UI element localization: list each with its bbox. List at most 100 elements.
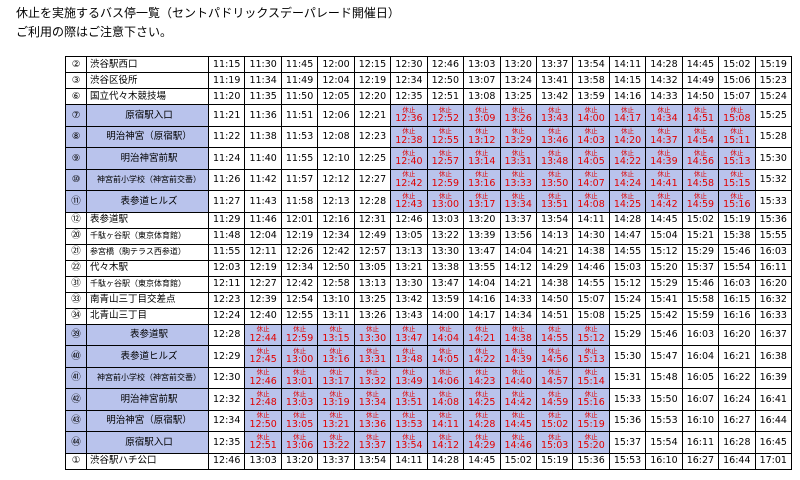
- time: 14:08: [431, 397, 460, 409]
- suspended-time-cell: 休止 15:08: [718, 104, 756, 127]
- time-cell: 14:28: [608, 211, 647, 229]
- suspended-label: 休止: [256, 325, 270, 334]
- time: 13:26: [504, 113, 532, 125]
- suspended-label: 休止: [511, 346, 525, 355]
- time: 14:46: [504, 440, 532, 452]
- suspended-time-cell: 休止 13:33: [499, 168, 537, 191]
- suspended-label: 休止: [730, 148, 744, 157]
- suspended-label: 休止: [256, 389, 270, 398]
- time-cell: 15:37: [681, 259, 720, 277]
- time-cell: 15:03: [608, 259, 647, 277]
- suspended-label: 休止: [475, 325, 489, 334]
- suspended-label: 休止: [438, 411, 452, 420]
- suspended-time-cell: 休止 13:00: [426, 190, 465, 213]
- time-cell: 11:35: [244, 88, 282, 105]
- suspended-time-cell: 休止 14:17: [608, 104, 647, 127]
- suspended-label: 休止: [256, 368, 270, 377]
- time: 15:15: [723, 177, 751, 189]
- suspended-time-cell: 休止 15:14: [572, 366, 610, 389]
- suspended-label: 休止: [438, 325, 452, 334]
- time: 13:48: [395, 354, 423, 366]
- suspended-label: 休止: [693, 105, 707, 114]
- suspended-label: 休止: [548, 389, 562, 398]
- suspended-label: 休止: [402, 105, 416, 114]
- time-cell: 15:38: [718, 227, 756, 245]
- time-cell: 12:57: [353, 243, 392, 261]
- time-cell: 15:04: [645, 227, 683, 245]
- suspended-time-cell: 休止 14:41: [645, 168, 683, 191]
- time: 13:48: [540, 156, 569, 168]
- suspended-time-cell: 休止 13:01: [280, 366, 319, 389]
- time: 13:15: [322, 332, 350, 344]
- time: 14:06: [431, 375, 460, 387]
- suspended-time-cell: 休止 14:55: [535, 323, 574, 346]
- time: 14:37: [650, 134, 678, 146]
- suspended-label: 休止: [621, 148, 635, 157]
- stop-name: 表参道駅: [86, 211, 209, 229]
- time-cell: 16:07: [681, 388, 720, 411]
- suspended-label: 休止: [584, 411, 598, 420]
- time-cell: 15:02: [681, 211, 720, 229]
- stop-number: ㉝: [65, 291, 87, 309]
- time-cell: 13:20: [463, 211, 501, 229]
- suspended-label: 休止: [511, 411, 525, 420]
- stop-number: ⑩: [65, 168, 87, 191]
- time-cell: 15:46: [645, 323, 683, 346]
- time: 14:29: [468, 440, 496, 452]
- suspended-time-cell: 休止 13:19: [317, 388, 355, 411]
- suspended-time-cell: 休止 15:20: [572, 431, 610, 454]
- time-cell: 13:08: [463, 88, 501, 105]
- suspended-label: 休止: [438, 368, 452, 377]
- time: 14:17: [613, 113, 642, 125]
- suspended-label: 休止: [584, 105, 598, 114]
- time-cell: 14:11: [572, 211, 610, 229]
- suspended-label: 休止: [475, 368, 489, 377]
- time-cell: 12:34: [317, 227, 355, 245]
- time-cell: 16:44: [718, 452, 756, 470]
- time: 14:51: [686, 113, 715, 125]
- time: 13:19: [322, 397, 350, 409]
- suspended-time-cell: 休止 14:06: [426, 366, 465, 389]
- suspended-time-cell: 休止 14:38: [499, 323, 537, 346]
- time-cell: 13:37: [499, 211, 537, 229]
- time-cell: 14:15: [608, 72, 647, 89]
- time: 14:12: [431, 440, 460, 452]
- time-cell: 13:03: [244, 452, 282, 470]
- suspended-time-cell: 休止 12:45: [244, 345, 282, 368]
- stop-name: 千駄ヶ谷駅（東京体育館）: [86, 227, 209, 245]
- stop-number: ⑪: [65, 190, 87, 213]
- time-cell: 13:37: [317, 452, 355, 470]
- time-cell: 12:20: [353, 88, 392, 105]
- time: 14:42: [650, 199, 678, 211]
- time-cell: 12:15: [353, 56, 392, 73]
- time-cell: 16:37: [754, 323, 793, 346]
- suspended-time-cell: 休止 13:09: [463, 104, 501, 127]
- time: 13:47: [395, 332, 423, 344]
- time-cell: 14:04: [499, 243, 537, 261]
- suspended-label: 休止: [329, 325, 343, 334]
- time-cell: 15:53: [608, 452, 647, 470]
- time-cell: 12:42: [280, 275, 319, 293]
- time-cell: 15:37: [608, 431, 647, 454]
- row: ⑩ 神宮前小学校（神宮前交番） 11:26 11:42 11:57 12:12 12:27 休…: [65, 168, 793, 191]
- stop-name: 千駄ヶ谷駅（東京体育館）: [86, 275, 209, 293]
- time-cell: 16:10: [645, 452, 683, 470]
- suspended-label: 休止: [548, 346, 562, 355]
- time-cell: 14:28: [426, 452, 465, 470]
- suspended-label: 休止: [402, 432, 416, 441]
- time: 13:34: [504, 199, 532, 211]
- time: 13:17: [468, 199, 496, 211]
- suspended-label: 休止: [730, 105, 744, 114]
- stop-name: 明治神宮前駅: [86, 147, 209, 170]
- suspended-label: 休止: [475, 346, 489, 355]
- time-cell: 12:28: [353, 190, 392, 213]
- time: 14:59: [540, 397, 569, 409]
- suspended-label: 休止: [438, 346, 452, 355]
- suspended-label: 休止: [584, 191, 598, 200]
- time-cell: 12:24: [207, 307, 246, 325]
- stop-name: 代々木駅: [86, 259, 209, 277]
- time: 15:13: [723, 156, 751, 168]
- time: 13:16: [322, 354, 350, 366]
- time-cell: 12:31: [353, 211, 392, 229]
- time-cell: 12:23: [353, 125, 392, 148]
